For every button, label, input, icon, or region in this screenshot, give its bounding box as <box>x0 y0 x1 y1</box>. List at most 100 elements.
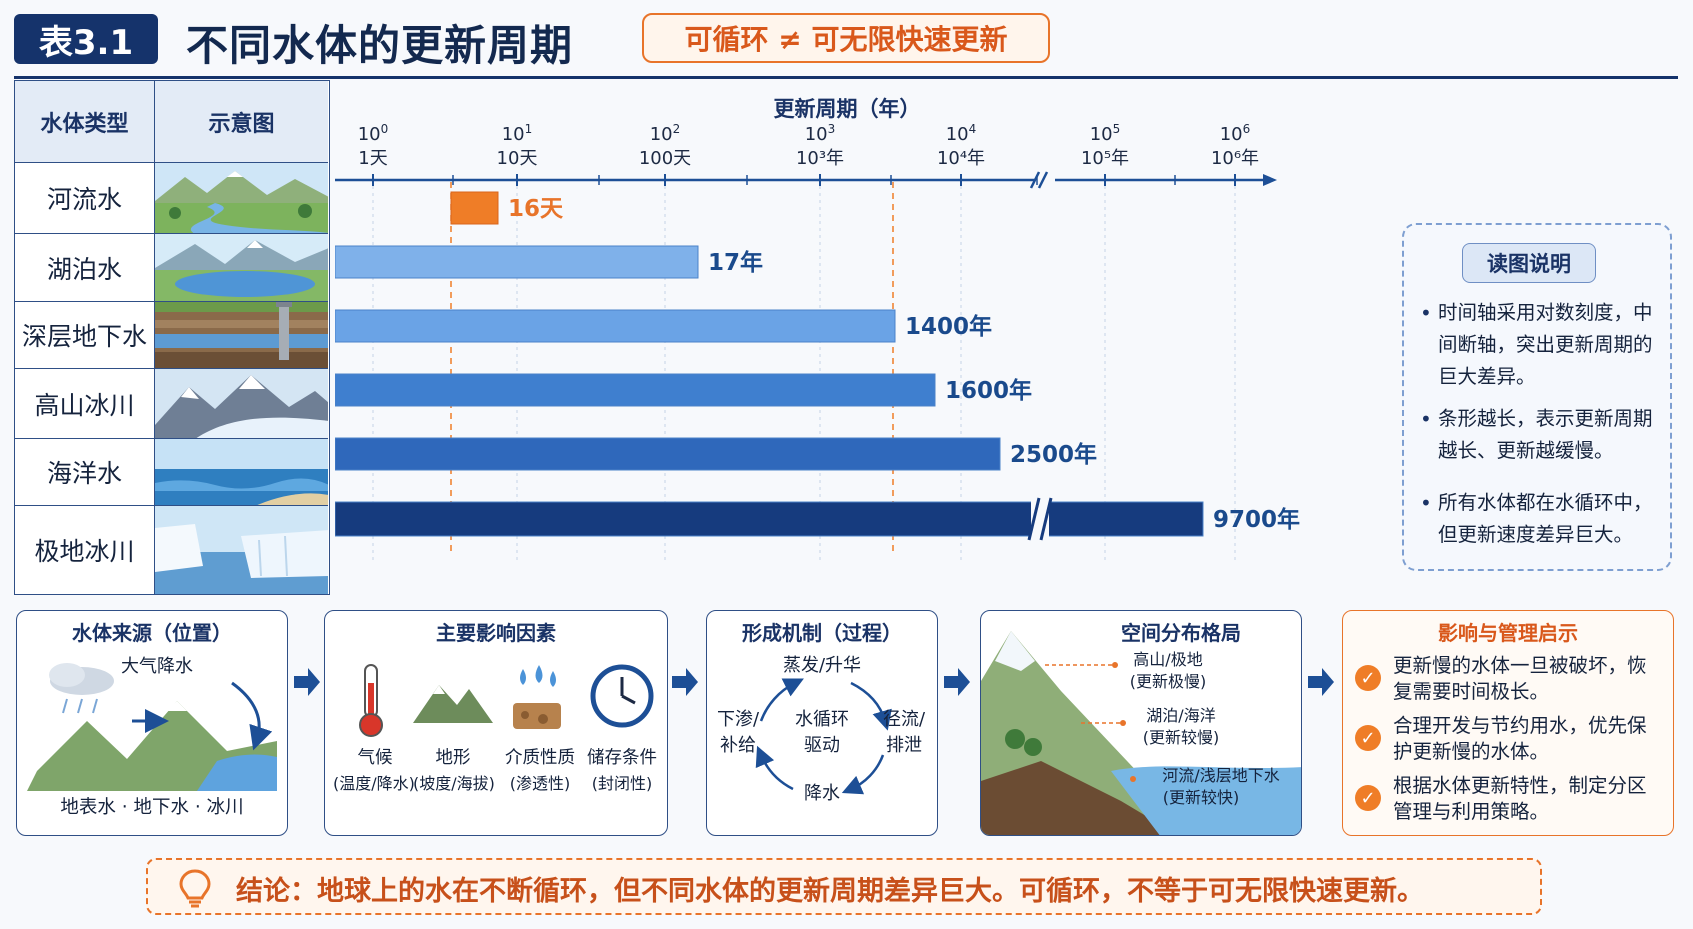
tick-unit-label: 1天 <box>358 148 387 169</box>
reading-note-title: 读图说明 <box>1462 243 1596 283</box>
table-number-badge: 表3.1 <box>14 14 158 64</box>
lesson-item: 合理开发与节约用水，优先保护更新慢的水体。 <box>1393 714 1647 763</box>
cycle-bottom: 降水 <box>804 783 840 804</box>
thermometer-icon <box>359 664 383 737</box>
bar-value-label: 1600年 <box>945 377 1032 404</box>
column-header-image: 示意图 <box>155 81 328 163</box>
conclusion-text: 结论：地球上的水在不断循环，但不同水体的更新周期差异巨大。可循环，不等于可无限快… <box>236 869 1424 908</box>
ocean-illustration <box>155 439 328 505</box>
river-illustration <box>155 163 328 233</box>
lake-illustration <box>155 234 328 301</box>
conclusion-body: 地球上的水在不断循环，但不同水体的更新周期差异巨大。可循环，不等于可无限快速更新… <box>317 876 1424 907</box>
factors-panel: 主要影响因素 气候 (温度/降水) 地形 (坡度/海拔) 介质性质 (渗透性) … <box>324 610 668 836</box>
mechanism-panel: 形成机制（过程） 蒸发/升华 下渗/ 补给 水循环 驱动 径流/ 排泄 降水 <box>706 610 938 836</box>
bar-value-label: 17年 <box>708 249 763 276</box>
factor-sublabel: (渗透性) <box>509 774 571 793</box>
bar <box>335 245 699 279</box>
chart-title: 更新周期（年） <box>774 97 921 121</box>
column-header-type: 水体类型 <box>15 81 155 163</box>
source-panel: 水体来源（位置） 大气降水 地表水 · 地下水 · 冰川 <box>16 610 288 836</box>
tick-unit-label: 10⁵年 <box>1081 148 1129 169</box>
polar-glacier-illustration <box>155 506 328 594</box>
cycle-left: 下渗/ 补给 <box>716 709 760 756</box>
mountain-glacier-illustration <box>155 369 328 438</box>
spatial-illustration <box>981 631 1301 835</box>
bar <box>335 437 1001 471</box>
axis-break-mark <box>1029 171 1041 189</box>
panel-title: 空间分布格局 <box>1121 621 1241 645</box>
tick-unit-label: 100天 <box>639 148 691 169</box>
cycle-top: 蒸发/升华 <box>782 655 862 676</box>
row-label: 海洋水 <box>15 439 155 505</box>
factor-sublabel: (坡度/海拔) <box>413 774 495 793</box>
bar-break-mark <box>1027 497 1041 541</box>
page-title: 不同水体的更新周期 <box>186 21 574 70</box>
table-row: 湖泊水 <box>15 234 328 302</box>
mountain-icon <box>413 685 493 723</box>
tick-power-label: 106 <box>1220 122 1251 145</box>
row-label: 深层地下水 <box>15 302 155 368</box>
cycle-right: 径流/ 排泄 <box>882 709 926 756</box>
bar-value-label: 16天 <box>508 196 564 222</box>
header-rule <box>14 76 1678 79</box>
panel-title: 水体来源（位置） <box>72 621 232 645</box>
factor-label: 气候 <box>357 748 393 768</box>
tick-unit-label: 10天 <box>497 148 538 169</box>
factor-label: 储存条件 <box>587 748 657 768</box>
bar-value-label: 1400年 <box>905 313 992 340</box>
groundwater-illustration <box>155 302 328 368</box>
row-label: 高山冰川 <box>15 369 155 438</box>
panel-title: 影响与管理启示 <box>1438 621 1578 645</box>
tick-unit-label: 10⁴年 <box>937 148 985 169</box>
conclusion-lead: 结论： <box>236 876 317 907</box>
slogan-badge: 可循环 ≠ 可无限快速更新 <box>642 13 1050 63</box>
water-drops-icon <box>513 665 561 729</box>
factor-label: 地形 <box>435 748 471 768</box>
tick-unit-label: 10⁶年 <box>1211 148 1259 169</box>
reading-note-box: 读图说明 • 时间轴采用对数刻度，中间断轴，突出更新周期的巨大差异。 • 条形越长，… <box>1402 223 1672 571</box>
axis-break-mark <box>1037 171 1049 189</box>
cycle-center: 水循环 驱动 <box>795 709 849 756</box>
note-bullet: • 所有水体都在水循环中，但更新速度差异巨大。 <box>1420 491 1653 546</box>
note-bullet: • 时间轴采用对数刻度，中间断轴，突出更新周期的巨大差异。 <box>1420 301 1653 388</box>
tick-power-label: 101 <box>502 122 533 145</box>
table-row: 海洋水 <box>15 439 328 506</box>
factor-sublabel: (温度/降水) <box>333 774 415 793</box>
spatial-sublabel: (更新较慢) <box>1142 728 1220 747</box>
flow-arrow-icon <box>1308 668 1334 696</box>
spatial-label: 高山/极地 <box>1133 650 1203 669</box>
check-icon: ✓ <box>1355 665 1381 691</box>
row-label: 湖泊水 <box>15 234 155 301</box>
spatial-sublabel: (更新极慢) <box>1129 672 1207 691</box>
clock-icon <box>590 664 654 728</box>
check-icon: ✓ <box>1355 785 1381 811</box>
table-row: 河流水 <box>15 163 328 234</box>
conclusion-box: 结论：地球上的水在不断循环，但不同水体的更新周期差异巨大。可循环，不等于可无限快… <box>146 858 1542 915</box>
spatial-label: 河流/浅层地下水 <box>1162 766 1280 785</box>
tick-power-label: 102 <box>650 122 681 145</box>
renewal-period-chart: 更新周期（年） 100 1天 101 10天 102 100天 103 10³年 104 10⁴年… <box>335 97 1300 562</box>
bar <box>335 309 896 343</box>
lesson-item: 更新慢的水体一旦被破坏，恢复需要时间极长。 <box>1393 654 1647 703</box>
x-axis-arrow <box>1263 174 1277 186</box>
rain-label: 大气降水 <box>121 656 193 677</box>
bar-value-label: 9700年 <box>1213 506 1300 533</box>
note-bullet: • 条形越长，表示更新周期越长、更新越缓慢。 <box>1420 407 1653 462</box>
bar <box>335 373 936 407</box>
spatial-sublabel: (更新较快) <box>1162 788 1240 807</box>
tick-power-label: 104 <box>946 122 977 145</box>
lesson-item: 根据水体更新特性，制定分区管理与利用策略。 <box>1393 774 1647 823</box>
factor-label: 介质性质 <box>505 748 575 768</box>
row-label: 河流水 <box>15 163 155 233</box>
bar <box>450 191 499 225</box>
water-cycle-arrows <box>755 678 892 795</box>
tick-unit-label: 10³年 <box>796 148 844 169</box>
table-row: 深层地下水 <box>15 302 328 369</box>
spatial-panel: 空间分布格局 高山/极地 (更新极慢) 湖泊/海洋 (更新较慢) 河流/浅层地下… <box>980 610 1302 836</box>
management-panel: 影响与管理启示 ✓ 更新慢的水体一旦被破坏，恢复需要时间极长。 ✓ 合理开发与节… <box>1342 610 1674 836</box>
bar-value-label: 2500年 <box>1010 441 1097 468</box>
source-types: 地表水 · 地下水 · 冰川 <box>60 797 244 818</box>
panel-title: 形成机制（过程） <box>742 621 902 645</box>
panel-title: 主要影响因素 <box>436 621 556 645</box>
check-icon: ✓ <box>1355 725 1381 751</box>
